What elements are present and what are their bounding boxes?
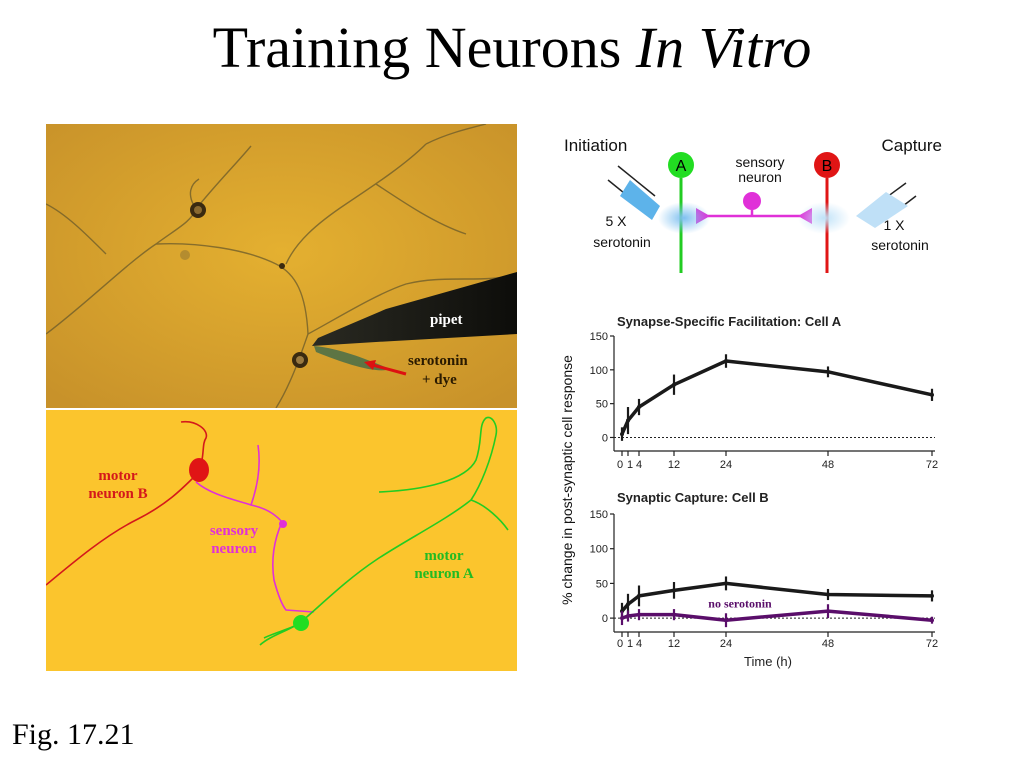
data-point (626, 418, 630, 423)
slide-title: Training Neurons In Vitro (0, 14, 1024, 81)
x-tick-label: 24 (720, 638, 732, 650)
x-tick-label: 12 (668, 638, 680, 650)
data-point (626, 614, 630, 619)
title-italic: In Vitro (635, 15, 812, 80)
data-point (930, 593, 934, 598)
neuron-tracing: motor neuron B sensory neuron motor neur… (46, 410, 517, 671)
motor-b-label-2: neuron B (88, 486, 147, 502)
serotonin-cloud-left (658, 202, 710, 234)
chart-title: Synaptic Capture: Cell B (617, 490, 769, 505)
x-tick-label: 1 (627, 459, 633, 471)
y-tick-label: 150 (590, 331, 608, 343)
arrow-head (364, 360, 376, 370)
x-tick-label: 0 (617, 459, 623, 471)
cell-a-circle (668, 152, 694, 178)
x-tick-label: 4 (636, 638, 642, 650)
y-tick-label: 100 (590, 365, 608, 377)
data-point (930, 618, 934, 623)
pipette-right (856, 192, 908, 228)
pipet-label: pipet (430, 312, 463, 328)
motor-neuron-a-soma (293, 615, 309, 631)
left-dose-1: 5 X (605, 213, 627, 229)
y-axis-label: % change in post-synaptic cell response (559, 355, 575, 605)
data-point (724, 359, 728, 364)
pipet-shape (312, 272, 517, 346)
micrograph-photo: pipet serotonin + dye (46, 124, 517, 408)
x-tick-label: 48 (822, 638, 834, 650)
left-dose-2: serotonin (593, 234, 651, 250)
data-point (637, 593, 641, 598)
schematic-sensory-1: sensory (735, 154, 784, 170)
sensory-soma (743, 192, 761, 210)
cell-b-circle (814, 152, 840, 178)
y-tick-label: 50 (596, 578, 608, 590)
figure-caption: Fig. 17.21 (12, 718, 135, 751)
sensory-label-2: neuron (211, 541, 257, 557)
series-line (620, 581, 933, 613)
x-tick-label: 72 (926, 459, 938, 471)
no-serotonin-annotation: no serotonin (708, 597, 772, 611)
x-tick-label: 1 (627, 638, 633, 650)
shared-ylabel: % change in post-synaptic cell response (559, 355, 575, 605)
data-point (826, 369, 830, 374)
initiation-label: Initiation (564, 136, 627, 155)
x-tick-label: 72 (926, 638, 938, 650)
data-point (672, 588, 676, 593)
cell-b-label: B (822, 158, 833, 175)
data-point (724, 581, 728, 586)
sensory-label-1: sensory (210, 523, 259, 539)
data-point (724, 618, 728, 623)
pipette-left (620, 180, 660, 220)
x-axis-label: Time (h) (744, 654, 792, 669)
title-plain: Training Neurons (212, 15, 636, 80)
x-tick-label: 0 (617, 638, 623, 650)
x-tick-label: 4 (636, 459, 642, 471)
data-point (672, 382, 676, 387)
data-point (620, 432, 624, 437)
y-tick-label: 100 (590, 544, 608, 556)
series-line (620, 359, 933, 435)
series-line (621, 609, 933, 622)
schematic-diagram: Initiation Capture A B sensory neuron 5 … (564, 136, 942, 273)
right-dose-2: serotonin (871, 237, 929, 253)
serotonin-cloud-right (798, 202, 850, 234)
y-tick-label: 50 (596, 399, 608, 411)
arrow-shaft (368, 362, 407, 376)
sensory-neuron-soma (279, 520, 287, 528)
y-tick-label: 0 (602, 613, 608, 625)
x-tick-label: 48 (822, 459, 834, 471)
cell-a-label: A (676, 158, 687, 175)
motor-neuron-b-soma (189, 458, 209, 482)
y-tick-label: 0 (602, 432, 608, 444)
schematic-sensory-2: neuron (738, 169, 782, 185)
x-tick-label: 24 (720, 459, 732, 471)
right-dose-1: 1 X (883, 217, 905, 233)
data-point (637, 612, 641, 617)
data-point (826, 609, 830, 614)
data-point (620, 616, 624, 621)
arrow-label-2: + dye (422, 372, 457, 388)
motor-a-label-1: motor (424, 548, 463, 564)
y-tick-label: 150 (590, 509, 608, 521)
x-tick-label: 12 (668, 459, 680, 471)
chart-title: Synapse-Specific Facilitation: Cell A (617, 314, 842, 329)
data-point (672, 612, 676, 617)
tracing-background (46, 410, 517, 671)
data-point (637, 405, 641, 410)
motor-b-label-1: motor (98, 468, 137, 484)
sensory-neuron-trace (195, 444, 315, 613)
chart-cell-a: Synapse-Specific Facilitation: Cell A 15… (590, 314, 938, 471)
arrow-label-1: serotonin (408, 353, 468, 369)
capture-label: Capture (882, 136, 942, 155)
motor-a-label-2: neuron A (414, 566, 473, 582)
data-point (826, 592, 830, 597)
data-point (626, 602, 630, 607)
data-point (930, 392, 934, 397)
